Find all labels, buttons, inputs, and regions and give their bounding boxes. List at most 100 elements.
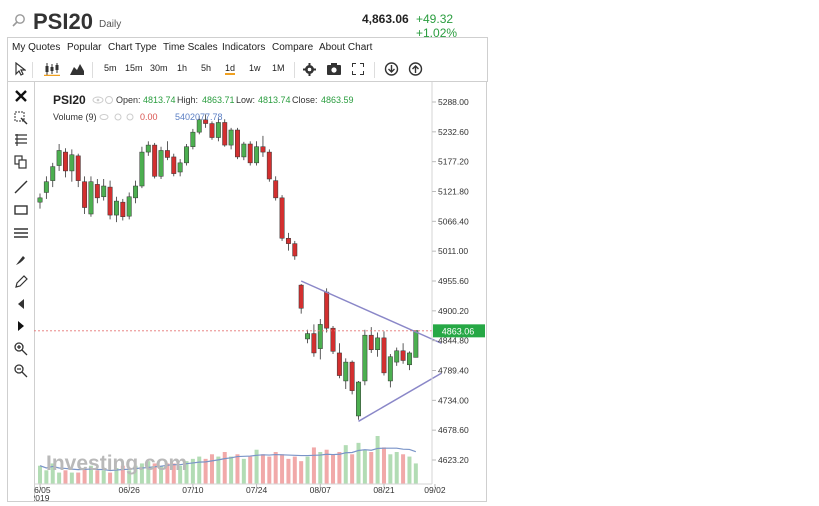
- x-tick-label: 08/07: [310, 485, 332, 495]
- candlestick-type-icon[interactable]: [44, 62, 60, 76]
- legend-volume-value: 0.00: [140, 112, 158, 122]
- candle-body: [94, 184, 100, 199]
- copy-icon[interactable]: [13, 154, 29, 170]
- interval-1M[interactable]: 1M: [272, 63, 285, 73]
- menu-my-quotes[interactable]: My Quotes: [12, 42, 61, 53]
- menu-about-chart[interactable]: About Chart: [319, 42, 373, 53]
- cloud-download-icon[interactable]: [384, 62, 399, 76]
- volume-bar: [146, 461, 151, 484]
- volume-bar: [63, 470, 68, 484]
- menu-popular[interactable]: Popular: [67, 42, 102, 53]
- close-icon[interactable]: [13, 88, 29, 104]
- horizontal-lines-icon[interactable]: [13, 225, 29, 241]
- arrow-right-icon[interactable]: [13, 318, 29, 334]
- rectangle-icon[interactable]: [13, 202, 29, 218]
- candle-body: [152, 144, 158, 177]
- interval-15m[interactable]: 15m: [125, 63, 143, 73]
- y-tick-label: 4789.40: [438, 366, 469, 376]
- legend-settings-icon[interactable]: [105, 96, 113, 104]
- x-tick-label: 06/05: [34, 485, 51, 495]
- brush-icon[interactable]: [13, 252, 29, 268]
- y-tick-label: 4955.60: [438, 276, 469, 286]
- menu-indicators[interactable]: Indicators: [222, 42, 266, 53]
- volume-bar: [254, 449, 259, 484]
- candle-body: [368, 334, 374, 350]
- trendline-icon[interactable]: [13, 179, 29, 195]
- volume-bar: [159, 465, 164, 484]
- cloud-upload-icon[interactable]: [408, 62, 423, 76]
- volume-bar: [69, 472, 74, 484]
- triangle-upper-line: [300, 280, 442, 344]
- area-type-icon[interactable]: [70, 63, 84, 75]
- legend-close-label: Close:: [292, 95, 318, 105]
- candle-body: [400, 350, 406, 361]
- investing-watermark: Investing.com: [46, 452, 187, 475]
- fibonacci-icon[interactable]: [13, 132, 29, 148]
- candle-body: [75, 155, 81, 181]
- chart-toolbar: 5m 15m 30m 1h 5h 1d 1w 1M: [7, 59, 488, 82]
- menu-chart-type[interactable]: Chart Type: [108, 42, 157, 53]
- menu-compare[interactable]: Compare: [272, 42, 314, 53]
- volume-bar: [260, 454, 265, 484]
- candle-body: [305, 333, 310, 340]
- cursor-icon[interactable]: [14, 62, 26, 76]
- volume-bar: [337, 452, 342, 484]
- volume-bar: [76, 472, 81, 484]
- pencil-icon[interactable]: [13, 274, 29, 290]
- volume-bar: [88, 465, 93, 484]
- volume-bar: [152, 463, 157, 484]
- volume-bar: [413, 463, 418, 484]
- candle-body: [375, 337, 381, 350]
- candle-body: [209, 123, 215, 138]
- interval-1h[interactable]: 1h: [177, 63, 188, 73]
- candle-body: [215, 122, 221, 138]
- candle-body: [63, 151, 68, 172]
- y-tick-label: 5177.20: [438, 157, 469, 167]
- volume-bar: [356, 442, 361, 484]
- menu-time-scales[interactable]: Time Scales: [163, 42, 218, 53]
- y-tick-label: 4900.20: [438, 306, 469, 316]
- interval-1w[interactable]: 1w: [249, 63, 261, 73]
- zoom-in-icon[interactable]: [13, 341, 29, 357]
- search-icon[interactable]: [12, 13, 26, 27]
- zoom-out-icon[interactable]: [13, 363, 29, 379]
- interval-5m[interactable]: 5m: [104, 63, 117, 73]
- volume-eye-icon[interactable]: [99, 113, 134, 121]
- candle-body: [145, 144, 151, 153]
- y-tick-label: 4623.20: [438, 455, 469, 465]
- candle-body: [273, 180, 279, 199]
- candle-body: [203, 119, 209, 124]
- volume-bar: [114, 468, 119, 484]
- gear-icon[interactable]: [303, 63, 316, 76]
- volume-bar: [362, 449, 367, 484]
- price-chart[interactable]: Investing.com 4863.06 5288.00 5232.60 5177…: [29, 82, 487, 503]
- interval-30m[interactable]: 30m: [150, 63, 168, 73]
- interval-5h[interactable]: 5h: [201, 63, 212, 73]
- candle-body: [56, 150, 62, 166]
- crosshair-select-icon[interactable]: [13, 110, 29, 126]
- volume-bar: [305, 456, 310, 484]
- candle-body: [139, 151, 145, 187]
- candle-body: [133, 185, 138, 199]
- price-chart-svg[interactable]: Investing.com 4863.06 5288.00 5232.60 5177…: [29, 82, 486, 503]
- volume-bar: [229, 456, 234, 484]
- fullscreen-icon[interactable]: [352, 63, 364, 75]
- candle-body: [120, 201, 126, 217]
- volume-bar: [178, 465, 183, 484]
- y-tick-label: 4678.60: [438, 425, 469, 435]
- volume-bar: [324, 449, 329, 484]
- last-price-tag: [433, 324, 485, 338]
- volume-bar: [57, 472, 62, 484]
- interval-1d[interactable]: 1d: [225, 63, 236, 75]
- x-tick-year: 2019: [34, 493, 50, 501]
- volume-bar: [381, 447, 386, 484]
- volume-bar: [101, 470, 106, 484]
- quote-header: PSI20 Daily 4,863.06 +49.32 +1.02%: [0, 0, 490, 40]
- legend-volume-ma: 5402077.78: [175, 112, 223, 122]
- candle-body: [196, 119, 202, 133]
- camera-icon[interactable]: [327, 63, 341, 75]
- legend-eye-icon[interactable]: [92, 96, 104, 104]
- arrow-left-icon[interactable]: [13, 296, 29, 312]
- volume-bar: [311, 447, 316, 484]
- candle-body: [158, 150, 164, 177]
